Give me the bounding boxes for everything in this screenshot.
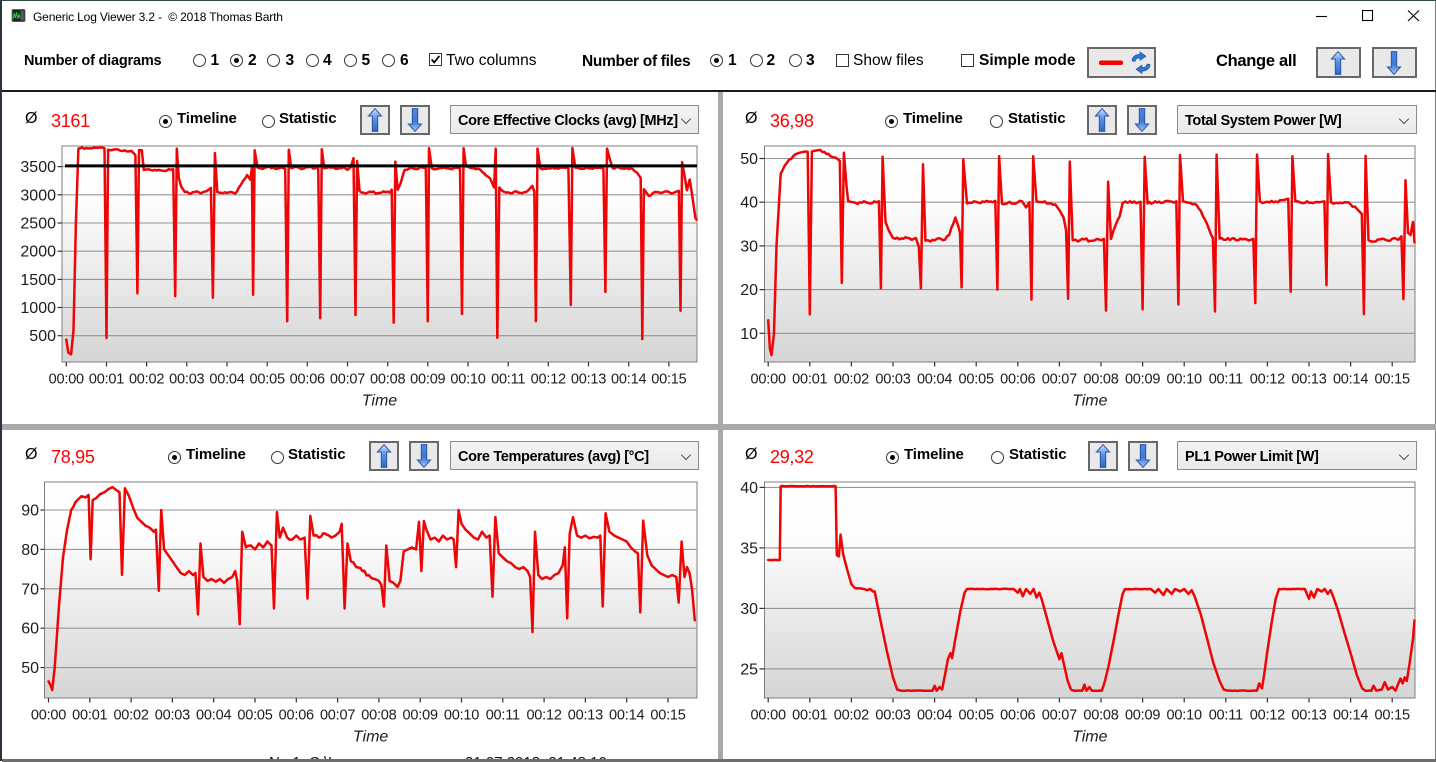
svg-text:00:04: 00:04 bbox=[196, 708, 231, 724]
svg-text:3500: 3500 bbox=[20, 159, 56, 176]
svg-text:90: 90 bbox=[21, 503, 39, 520]
svg-text:25: 25 bbox=[740, 661, 758, 678]
svg-text:60: 60 bbox=[21, 621, 39, 638]
svg-text:00:07: 00:07 bbox=[320, 708, 355, 724]
svg-text:00:09: 00:09 bbox=[1125, 372, 1160, 388]
svg-text:3000: 3000 bbox=[20, 187, 56, 204]
svg-text:00:13: 00:13 bbox=[568, 708, 603, 724]
svg-text:30: 30 bbox=[740, 238, 758, 255]
svg-text:00:15: 00:15 bbox=[650, 708, 685, 724]
svg-text:40: 40 bbox=[740, 195, 758, 212]
svg-text:00:10: 00:10 bbox=[1167, 372, 1202, 388]
svg-text:00:08: 00:08 bbox=[370, 372, 405, 388]
svg-text:00:02: 00:02 bbox=[834, 708, 869, 724]
svg-text:00:05: 00:05 bbox=[237, 708, 272, 724]
svg-text:00:14: 00:14 bbox=[1333, 708, 1368, 724]
svg-text:00:00: 00:00 bbox=[31, 708, 66, 724]
svg-text:00:08: 00:08 bbox=[361, 708, 396, 724]
svg-text:00:04: 00:04 bbox=[917, 708, 952, 724]
svg-text:00:14: 00:14 bbox=[609, 708, 644, 724]
svg-text:00:02: 00:02 bbox=[834, 372, 869, 388]
svg-text:35: 35 bbox=[740, 540, 758, 557]
svg-text:00:11: 00:11 bbox=[491, 372, 525, 388]
svg-text:00:00: 00:00 bbox=[751, 372, 786, 388]
svg-text:00:01: 00:01 bbox=[792, 708, 827, 724]
svg-text:00:05: 00:05 bbox=[959, 708, 994, 724]
svg-text:00:02: 00:02 bbox=[129, 372, 164, 388]
svg-text:00:12: 00:12 bbox=[531, 372, 566, 388]
svg-text:00:10: 00:10 bbox=[444, 708, 479, 724]
svg-text:40: 40 bbox=[740, 480, 758, 497]
svg-text:50: 50 bbox=[21, 660, 39, 677]
svg-text:00:11: 00:11 bbox=[1209, 708, 1243, 724]
svg-text:00:14: 00:14 bbox=[611, 372, 646, 388]
svg-text:1500: 1500 bbox=[20, 272, 56, 289]
svg-text:00:01: 00:01 bbox=[72, 708, 107, 724]
svg-text:00:03: 00:03 bbox=[169, 372, 204, 388]
svg-text:00:04: 00:04 bbox=[917, 372, 952, 388]
svg-text:00:09: 00:09 bbox=[410, 372, 445, 388]
svg-text:00:10: 00:10 bbox=[450, 372, 485, 388]
svg-text:00:01: 00:01 bbox=[89, 372, 124, 388]
svg-text:00:08: 00:08 bbox=[1083, 708, 1118, 724]
svg-text:00:04: 00:04 bbox=[209, 372, 244, 388]
svg-text:00:13: 00:13 bbox=[571, 372, 606, 388]
svg-text:10: 10 bbox=[740, 326, 758, 343]
svg-text:Time: Time bbox=[353, 729, 389, 746]
svg-text:00:05: 00:05 bbox=[959, 372, 994, 388]
svg-text:1000: 1000 bbox=[20, 300, 56, 317]
svg-text:00:00: 00:00 bbox=[49, 372, 84, 388]
svg-text:00:11: 00:11 bbox=[1209, 372, 1243, 388]
svg-text:00:06: 00:06 bbox=[1000, 372, 1035, 388]
svg-text:00:06: 00:06 bbox=[1000, 708, 1035, 724]
svg-text:00:15: 00:15 bbox=[651, 372, 686, 388]
svg-text:00:13: 00:13 bbox=[1291, 708, 1326, 724]
svg-text:00:12: 00:12 bbox=[1250, 708, 1285, 724]
svg-text:00:15: 00:15 bbox=[1375, 372, 1410, 388]
svg-text:00:11: 00:11 bbox=[486, 708, 520, 724]
svg-text:00:06: 00:06 bbox=[290, 372, 325, 388]
svg-text:00:13: 00:13 bbox=[1291, 372, 1326, 388]
svg-text:20: 20 bbox=[740, 282, 758, 299]
svg-text:00:05: 00:05 bbox=[250, 372, 285, 388]
svg-text:00:14: 00:14 bbox=[1333, 372, 1368, 388]
svg-text:2500: 2500 bbox=[20, 216, 56, 233]
svg-text:00:03: 00:03 bbox=[875, 372, 910, 388]
svg-text:00:03: 00:03 bbox=[875, 708, 910, 724]
svg-text:Time: Time bbox=[362, 393, 398, 410]
svg-text:70: 70 bbox=[21, 581, 39, 598]
svg-text:00:15: 00:15 bbox=[1375, 708, 1410, 724]
svg-text:Time: Time bbox=[1072, 729, 1108, 746]
svg-text:00:12: 00:12 bbox=[1250, 372, 1285, 388]
svg-text:50: 50 bbox=[740, 151, 758, 168]
svg-text:30: 30 bbox=[740, 601, 758, 618]
svg-text:00:01: 00:01 bbox=[792, 372, 827, 388]
svg-text:500: 500 bbox=[29, 328, 56, 345]
svg-text:00:09: 00:09 bbox=[403, 708, 438, 724]
svg-text:00:12: 00:12 bbox=[526, 708, 561, 724]
svg-text:00:02: 00:02 bbox=[113, 708, 148, 724]
svg-text:00:09: 00:09 bbox=[1125, 708, 1160, 724]
svg-text:00:06: 00:06 bbox=[279, 708, 314, 724]
svg-text:00:03: 00:03 bbox=[155, 708, 190, 724]
svg-text:00:00: 00:00 bbox=[751, 708, 786, 724]
svg-text:00:08: 00:08 bbox=[1083, 372, 1118, 388]
svg-text:Time: Time bbox=[1072, 393, 1108, 410]
svg-text:2000: 2000 bbox=[20, 244, 56, 261]
svg-text:00:07: 00:07 bbox=[330, 372, 365, 388]
svg-text:00:10: 00:10 bbox=[1167, 708, 1202, 724]
svg-text:80: 80 bbox=[21, 542, 39, 559]
svg-text:00:07: 00:07 bbox=[1042, 372, 1077, 388]
svg-text:00:07: 00:07 bbox=[1042, 708, 1077, 724]
